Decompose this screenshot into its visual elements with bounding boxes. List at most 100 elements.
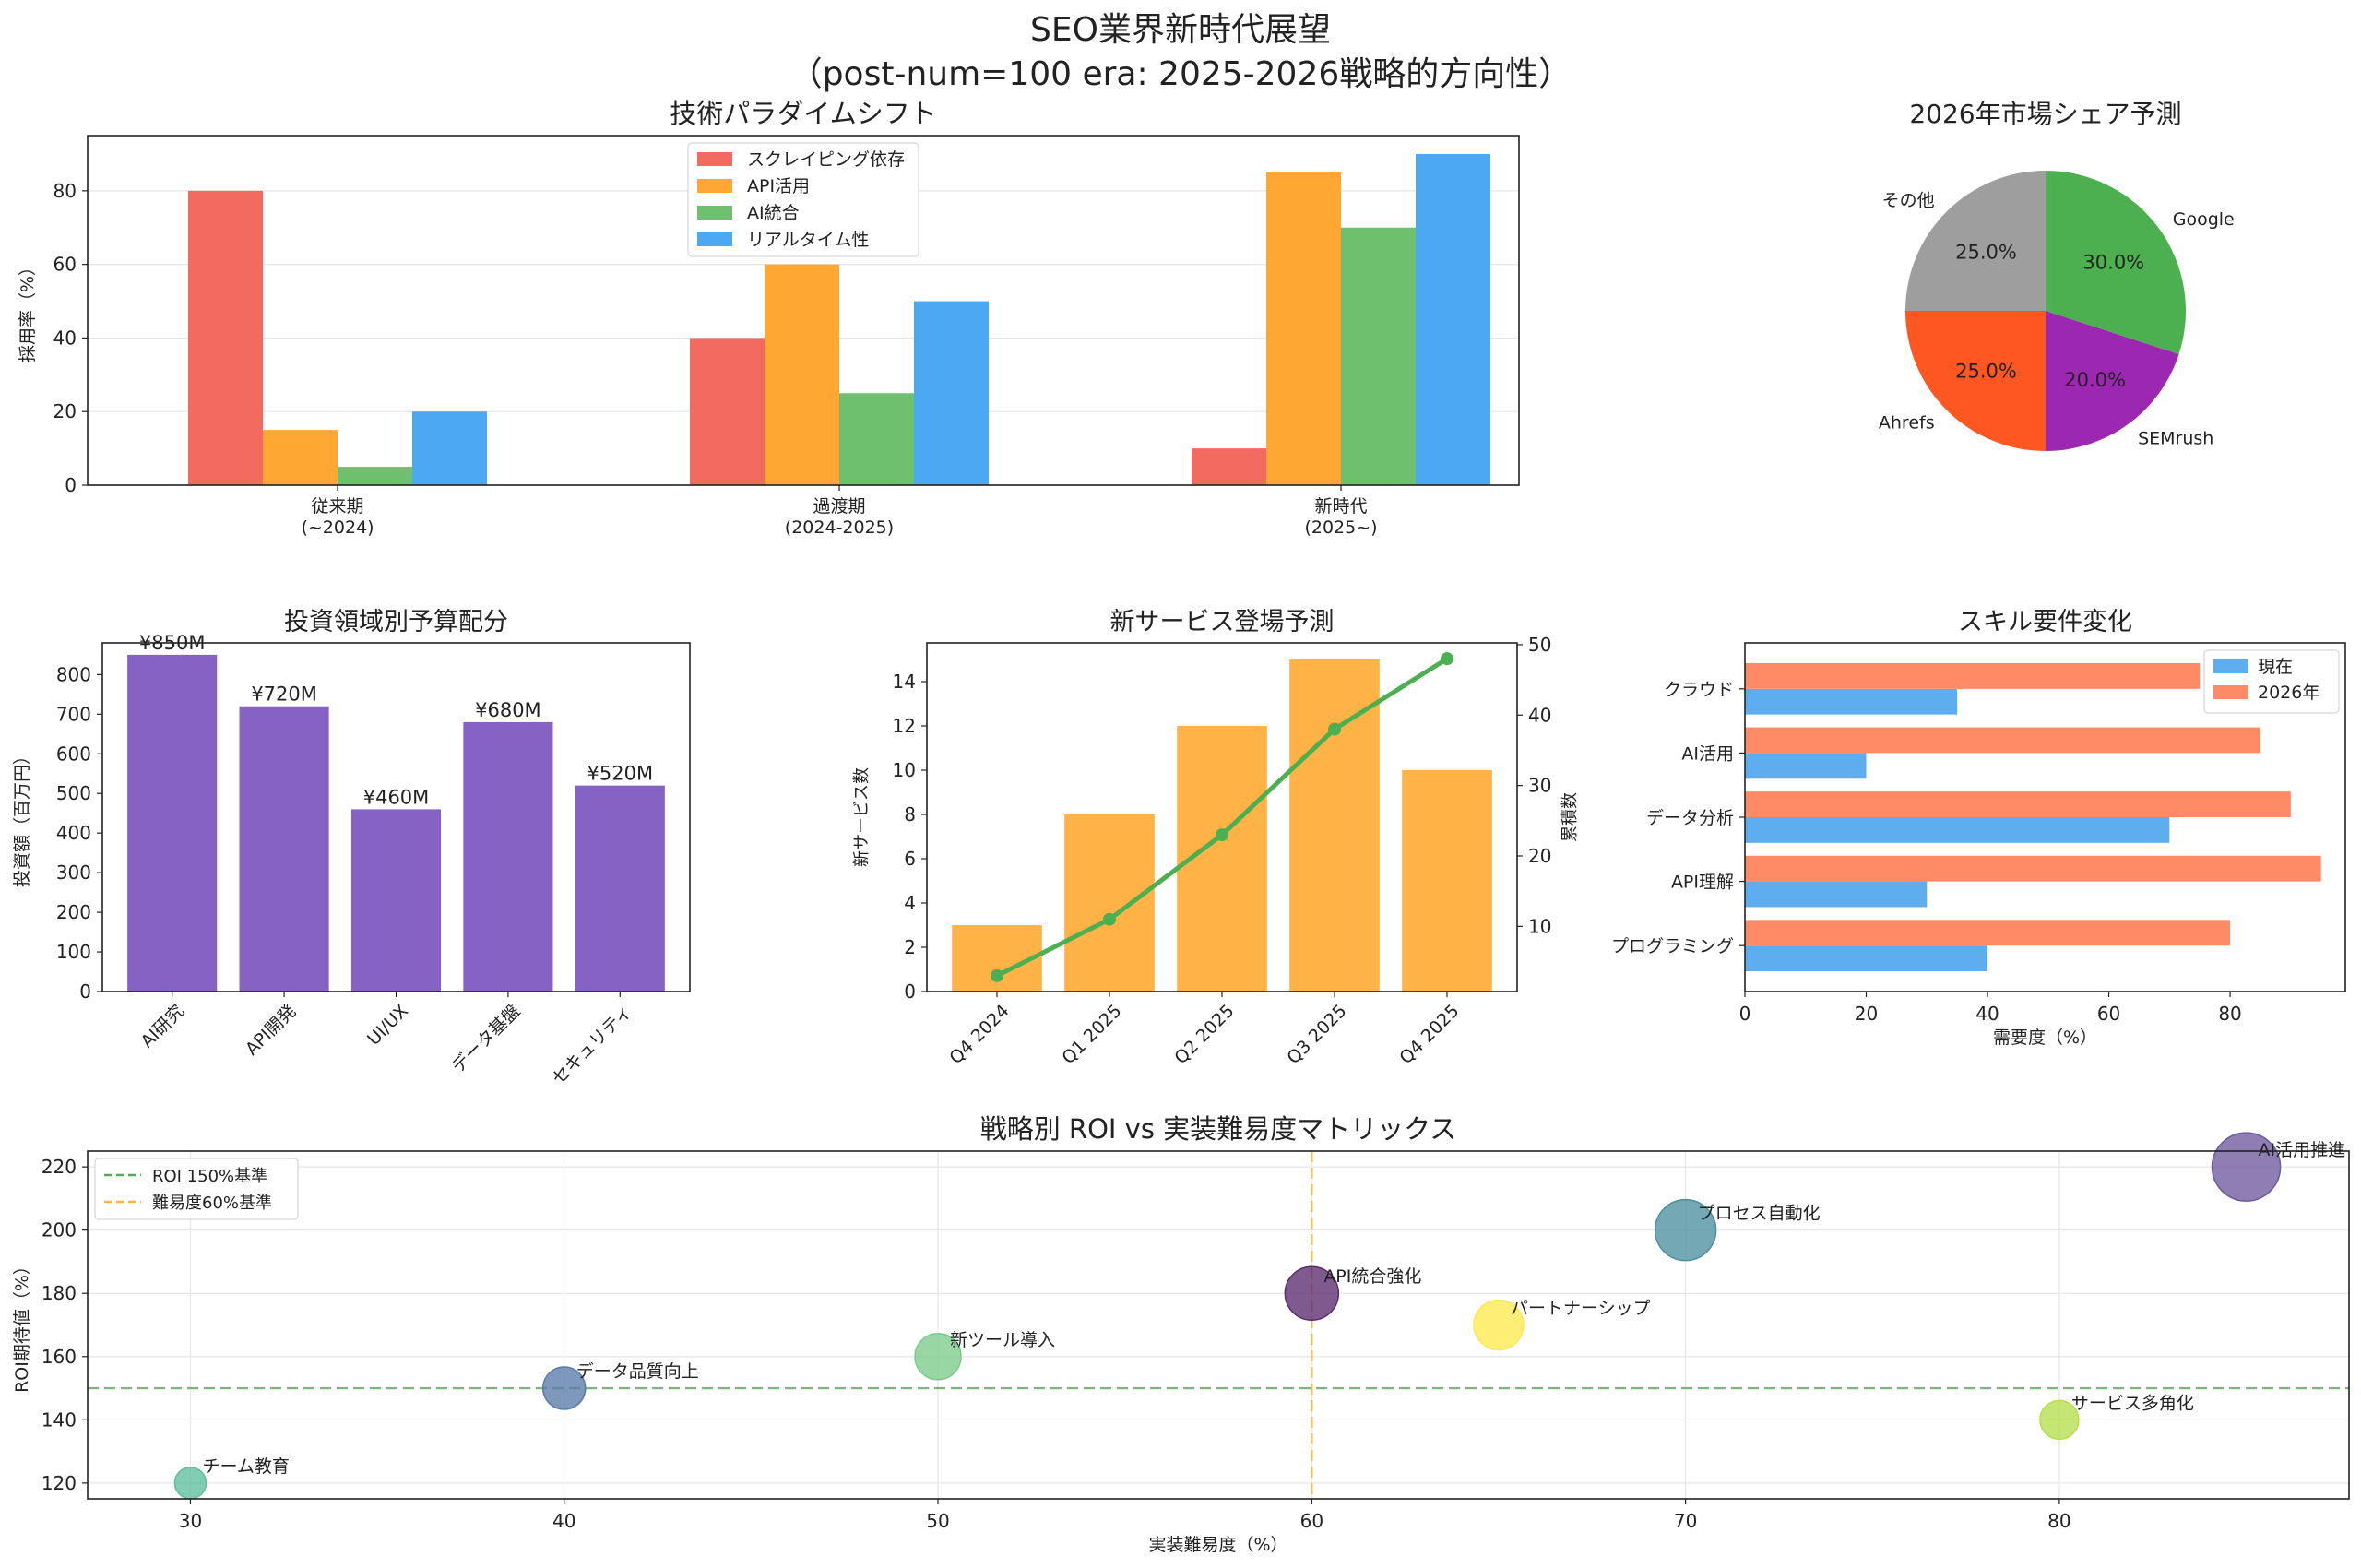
invest-title: 投資領域別予算配分 <box>284 608 508 636</box>
skills-ytick-label: AI活用 <box>1681 743 1734 764</box>
invest-xtick-label: UI/UX <box>363 1001 412 1050</box>
charts-layer: 技術パラダイムシフト020406080従来期(~2024)過渡期(2024-20… <box>12 98 2350 1555</box>
paradigm-bar <box>1192 448 1266 485</box>
roi-ytick-label: 120 <box>42 1472 77 1494</box>
services-ylabel-left: 新サービス数 <box>852 767 872 867</box>
roi-legend-label-h: ROI 150%基準 <box>152 1167 267 1186</box>
services-ylabel-right: 累積数 <box>1560 792 1580 842</box>
invest-frame <box>101 642 691 992</box>
paradigm-xtick-label: 新時代(2025~) <box>1304 496 1377 538</box>
roi-point <box>173 1467 208 1500</box>
roi-xtick-label: 60 <box>1300 1510 1323 1532</box>
paradigm-bar <box>263 430 338 485</box>
invest-value-label: ¥520M <box>587 763 654 785</box>
invest-ytick-label: 500 <box>56 782 91 804</box>
invest-value-label: ¥720M <box>251 683 317 706</box>
services-ytick-label: 12 <box>893 715 916 737</box>
roi-ytick-label: 220 <box>42 1156 77 1178</box>
skills-legend-label: 2026年 <box>2258 683 2319 703</box>
skills-xlabel: 需要度（%） <box>1993 1028 2097 1048</box>
paradigm-legend-swatch <box>697 152 732 166</box>
roi-ytick-label: 160 <box>42 1346 77 1368</box>
roi-legend-label-v: 難易度60%基準 <box>152 1194 272 1213</box>
paradigm-chart: 技術パラダイムシフト 0 20 40 60 80 従来期(~2024) 過渡期(2024-20… <box>18 98 1520 538</box>
share-title: 2026年市場シェア予測 <box>1909 99 2181 129</box>
roi-xlabel: 実装難易度（%） <box>1148 1535 1287 1555</box>
services-ytick-label: 14 <box>893 671 916 693</box>
paradigm-bar <box>690 338 765 485</box>
invest-bar <box>239 706 329 992</box>
paradigm-bar <box>1341 227 1416 485</box>
invest-xtick-label: データ基盤 <box>448 1001 525 1077</box>
roi-point-label: 新ツール導入 <box>950 1330 1055 1350</box>
paradigm-ytick-label: 60 <box>53 254 77 276</box>
paradigm-bar <box>839 393 914 485</box>
services-xtick-label: Q3 2025 <box>1283 1001 1350 1068</box>
skills-xtick-label: 40 <box>1975 1003 1999 1025</box>
roi-ytick-label: 180 <box>42 1282 77 1304</box>
skills-legend-swatch <box>2213 659 2248 673</box>
services-ytick-label: 8 <box>904 803 916 826</box>
paradigm-legend-label: API活用 <box>747 176 810 196</box>
services-bar <box>1289 659 1380 992</box>
roi-point-label: データ品質向上 <box>576 1361 699 1382</box>
skills-ytick-label: クラウド <box>1664 680 1734 700</box>
roi-point-label: サービス多角化 <box>2071 1393 2194 1413</box>
services-cumulative-point <box>1328 722 1341 736</box>
invest-bar <box>127 654 218 992</box>
skills-ytick-label: API理解 <box>1671 873 1734 893</box>
invest-xtick-label: API開発 <box>242 1001 301 1060</box>
roi-point-label: プロセス自動化 <box>1698 1204 1821 1224</box>
share-slice <box>1905 171 2046 311</box>
paradigm-legend-label: AI統合 <box>747 203 800 223</box>
skills-bar <box>1745 855 2321 882</box>
paradigm-ytick-label: 20 <box>53 400 77 422</box>
services-ytick-label: 6 <box>904 848 916 870</box>
roi-point-label: API統合強化 <box>1323 1266 1421 1287</box>
services-cumulative-point <box>1103 912 1116 926</box>
paradigm-legend-swatch <box>697 206 732 220</box>
paradigm-ytick-label: 80 <box>53 180 77 202</box>
share-pct-label: 30.0% <box>2082 251 2144 273</box>
skills-legend-swatch <box>2213 685 2248 699</box>
services-cumulative-point <box>1441 652 1453 666</box>
services-title: 新サービス登場予測 <box>1110 608 1335 636</box>
services-ytick-right-label: 10 <box>1528 915 1551 937</box>
paradigm-bar <box>1266 172 1341 486</box>
services-xtick-label: Q1 2025 <box>1058 1001 1125 1068</box>
skills-bar <box>1745 662 2201 689</box>
paradigm-xtick-label: 過渡期(2024-2025) <box>785 496 894 538</box>
skills-xtick-label: 80 <box>2218 1003 2241 1025</box>
services-bar <box>1064 814 1155 992</box>
services-ytick-label: 4 <box>904 892 916 914</box>
services-ytick-right-label: 50 <box>1528 634 1551 656</box>
roi-point <box>914 1333 962 1381</box>
invest-value-label: ¥680M <box>475 699 541 721</box>
skills-chart: スキル要件変化 0 20 40 60 80 プログラミング API理解 データ分析 AI活用 クラウ… <box>1611 608 2346 1048</box>
paradigm-bar <box>914 301 989 485</box>
skills-ytick-label: データ分析 <box>1646 808 1734 828</box>
skills-frame <box>1744 642 2346 992</box>
paradigm-bar <box>765 264 839 485</box>
paradigm-title: 技術パラダイムシフト <box>670 98 936 129</box>
services-xtick-label: Q4 2024 <box>945 1001 1013 1068</box>
paradigm-legend-label: リアルタイム性 <box>747 230 869 250</box>
roi-point <box>2211 1132 2282 1202</box>
roi-chart: 戦略別 ROI vs 実装難易度マトリックス 120 140 160 180 200 220… <box>12 1113 2350 1555</box>
services-frame <box>926 642 1518 992</box>
paradigm-legend-swatch <box>697 179 732 193</box>
invest-bar <box>575 785 665 992</box>
skills-bar <box>1745 945 1988 972</box>
paradigm-legend-label: スクレイピング依存 <box>747 149 905 170</box>
figure-title-line1: SEO業界新時代展望 <box>1030 11 1331 49</box>
roi-xtick-label: 70 <box>1674 1510 1697 1532</box>
roi-legend-box <box>94 1158 299 1220</box>
share-pct-label: 25.0% <box>1955 242 2017 264</box>
roi-ytick-label: 140 <box>42 1408 77 1431</box>
roi-point-label: チーム教育 <box>202 1456 289 1477</box>
invest-ytick-label: 0 <box>79 980 91 1003</box>
invest-ytick-label: 800 <box>56 663 91 685</box>
skills-xtick-label: 20 <box>1855 1003 1878 1025</box>
roi-xtick-label: 80 <box>2047 1510 2070 1532</box>
roi-title: 戦略別 ROI vs 実装難易度マトリックス <box>980 1113 1457 1145</box>
